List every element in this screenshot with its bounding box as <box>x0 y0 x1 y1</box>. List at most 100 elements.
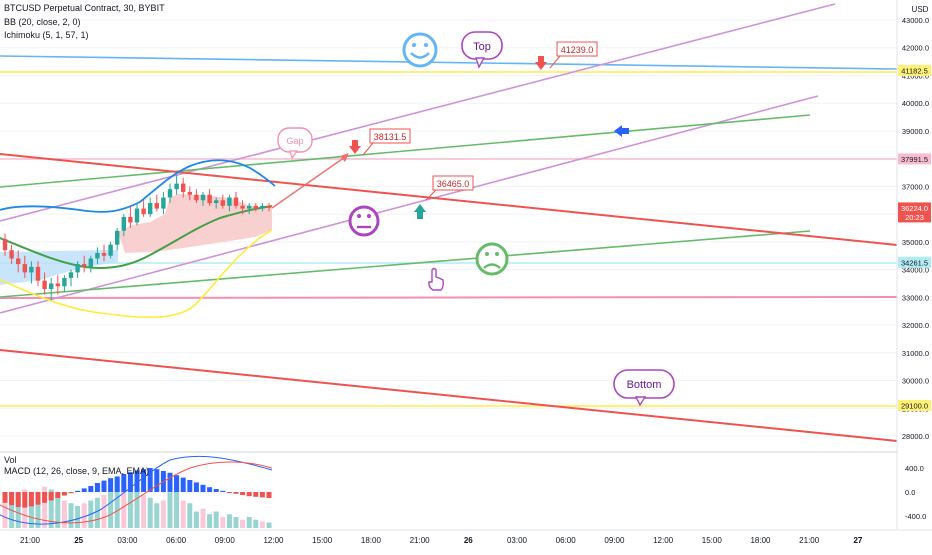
time-axis[interactable]: 21:00 25 03:00 06:00 09:00 12:00 15:00 18:00 21:… <box>20 536 863 545</box>
candle[interactable] <box>167 183 173 204</box>
candle[interactable] <box>233 191 239 209</box>
candle[interactable] <box>68 269 74 287</box>
bottom-bubble[interactable]: Bottom <box>613 369 675 407</box>
price-label-tag[interactable]: 36224.020:23 <box>898 202 931 223</box>
candle[interactable] <box>49 277 54 301</box>
candle[interactable] <box>266 203 272 212</box>
time-tick-label: 15:00 <box>702 536 723 545</box>
price-label-tag[interactable]: 37991.5 <box>898 153 931 165</box>
candle[interactable] <box>240 200 245 215</box>
candle[interactable] <box>115 228 120 251</box>
candle[interactable] <box>62 275 67 292</box>
candle[interactable] <box>121 214 126 237</box>
price-label-tag[interactable]: 34261.5 <box>898 256 931 268</box>
candle[interactable] <box>95 247 100 265</box>
smiley-happy-icon[interactable] <box>402 32 438 68</box>
candle[interactable] <box>9 244 14 265</box>
candle[interactable] <box>16 250 21 273</box>
indicator-bb-legend[interactable]: BB (20, close, 2, 0) <box>4 17 81 27</box>
callout-41239[interactable]: 41239.0 <box>549 41 598 69</box>
price-label-tag[interactable]: 41182.5 <box>898 64 931 76</box>
candle[interactable] <box>75 261 80 278</box>
price-axis-labels: 41182.5 37991.5 36224.020:23 34261.5 29100.0 <box>898 64 931 411</box>
smiley-neutral-icon[interactable] <box>348 205 380 237</box>
arrow-left-icon[interactable] <box>614 125 629 137</box>
candle[interactable] <box>207 189 212 206</box>
trendline-green-lower[interactable] <box>0 230 811 298</box>
callout-36465[interactable]: 36465.0 <box>425 175 474 201</box>
candle[interactable] <box>88 255 93 273</box>
candle[interactable] <box>181 178 186 198</box>
price-label-tag[interactable]: 29100.0 <box>898 399 931 411</box>
drawing-tools[interactable] <box>0 3 898 442</box>
candle[interactable] <box>187 186 192 201</box>
candle[interactable] <box>29 261 34 284</box>
price-axis[interactable] <box>897 0 932 550</box>
annotations-layer[interactable]: Top Gap Bottom 41239.0 <box>277 31 675 407</box>
candle[interactable] <box>108 241 113 259</box>
vol-legend[interactable]: Vol <box>4 455 17 465</box>
top-bubble[interactable]: Top <box>461 31 503 69</box>
arrow-down-icon[interactable] <box>535 56 547 70</box>
symbol-title[interactable]: BTCUSD Perpetual Contract, 30, BYBIT <box>4 3 165 13</box>
macd-histogram-bar <box>240 492 246 495</box>
candle[interactable] <box>260 203 265 212</box>
arrow-up-icon[interactable] <box>414 204 426 219</box>
candle[interactable] <box>220 194 225 209</box>
macd-histogram-bar <box>88 486 94 492</box>
time-tick-label: 03:00 <box>117 536 138 545</box>
arrow-down-icon[interactable] <box>349 140 361 154</box>
macd-legend[interactable]: MACD (12, 26, close, 9, EMA, EMA) <box>4 466 150 476</box>
candle[interactable] <box>101 244 107 262</box>
channel-violet-lower[interactable] <box>0 95 819 314</box>
projection-arrow-line[interactable] <box>271 156 346 209</box>
candle[interactable] <box>2 233 8 256</box>
candle[interactable] <box>128 205 133 228</box>
price-tick-label: 40000.0 <box>902 99 929 108</box>
volume-bar <box>160 500 166 528</box>
candle[interactable] <box>174 175 179 195</box>
macd-histogram-bar <box>154 469 160 492</box>
candle-body <box>266 205 272 208</box>
candle[interactable] <box>148 197 153 217</box>
candles-series[interactable] <box>2 175 272 301</box>
hand-pointer-icon[interactable] <box>428 267 444 291</box>
indicator-ichimoku-legend[interactable]: Ichimoku (5, 1, 57, 1) <box>4 30 89 40</box>
candle[interactable] <box>253 203 258 212</box>
volume-bar <box>94 497 100 528</box>
candle[interactable] <box>194 189 199 204</box>
candle[interactable] <box>22 255 27 278</box>
candle[interactable] <box>82 255 87 273</box>
trendline-red-upper[interactable] <box>0 153 898 246</box>
gap-bubble[interactable]: Gap <box>277 127 313 160</box>
macd-histogram-bar <box>55 492 61 498</box>
trendline-red-lower[interactable] <box>0 349 898 442</box>
candle[interactable] <box>200 191 206 206</box>
candle[interactable] <box>161 191 166 215</box>
candle[interactable] <box>141 200 146 217</box>
candle[interactable] <box>227 194 232 212</box>
candle[interactable] <box>247 203 252 215</box>
callout-38131[interactable]: 38131.5 <box>362 128 411 156</box>
candle-body <box>141 208 146 215</box>
bottom-bubble-text: Bottom <box>627 379 662 391</box>
candle-body <box>181 183 186 192</box>
trendline-blue-top[interactable] <box>0 55 898 70</box>
candle-body <box>247 205 252 209</box>
smiley-sad-icon[interactable] <box>475 242 509 276</box>
trendline-green-upper[interactable] <box>0 114 811 188</box>
candle-body <box>253 205 258 209</box>
hline-pink-33000[interactable] <box>0 296 898 299</box>
candle[interactable] <box>134 203 140 226</box>
candle[interactable] <box>42 272 47 295</box>
candle[interactable] <box>214 197 219 209</box>
macd-pane[interactable] <box>0 455 273 528</box>
bb-basis <box>0 159 276 213</box>
candle-body <box>187 191 192 195</box>
candle[interactable] <box>35 261 41 287</box>
candle[interactable] <box>154 194 159 212</box>
channel-violet-upper[interactable] <box>0 3 836 222</box>
candle[interactable] <box>55 275 60 295</box>
